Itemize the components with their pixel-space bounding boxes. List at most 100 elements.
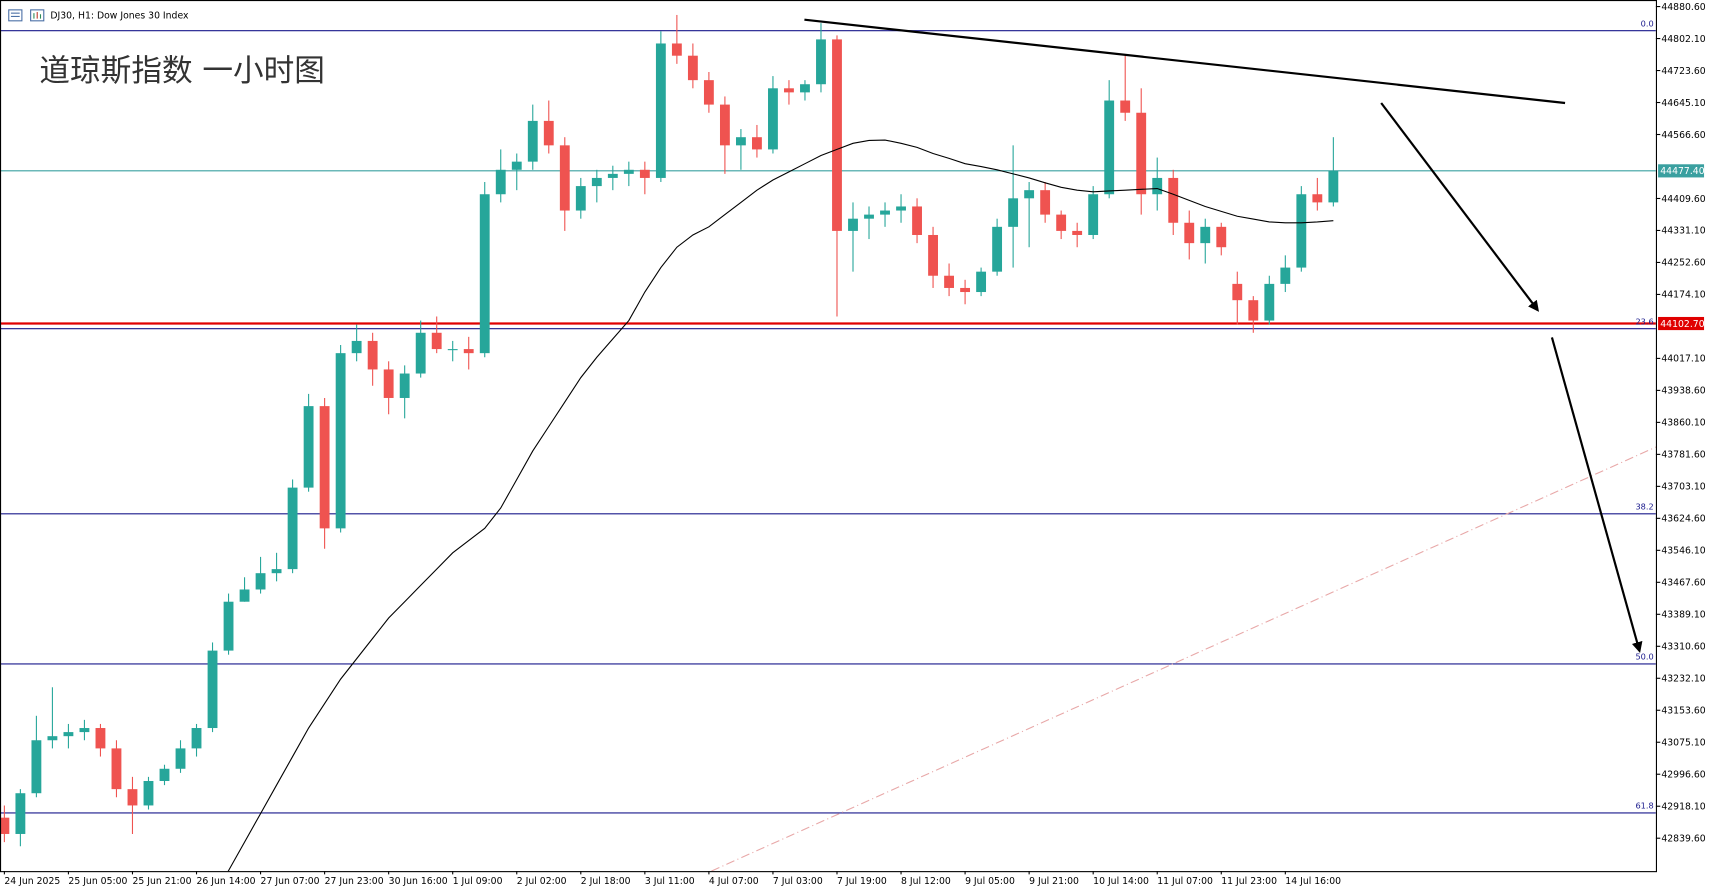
annotation: 道琼斯指数 一小时图 [39,54,324,89]
candle-body [1264,283,1275,321]
candle-body [639,169,650,178]
price-tag [1658,316,1705,331]
candle-body [0,817,10,834]
candle-body [1136,112,1147,195]
fib-label: 61.8 [1635,801,1653,811]
x-tick-label: 2 Jul 02:00 [517,876,567,887]
candle-body [1024,190,1035,199]
y-tick-label: 43075.10 [1661,738,1705,749]
x-tick-label: 27 Jun 07:00 [261,876,320,887]
candle-body [719,104,730,146]
x-tick-label: 11 Jul 23:00 [1221,876,1277,887]
y-tick-label: 44566.60 [1661,130,1705,141]
candle-body [239,589,250,602]
candle-body [207,650,218,729]
candle-body [1184,222,1195,244]
y-tick-label: 43546.10 [1661,546,1705,557]
candle-body [399,373,410,398]
x-tick-label: 9 Jul 21:00 [1029,876,1079,887]
candle-body [159,768,170,781]
y-tick-label: 43389.10 [1661,610,1705,621]
x-tick-label: 10 Jul 14:00 [1093,876,1149,887]
x-tick-label: 1 Jul 09:00 [453,876,503,887]
y-tick-label: 44409.60 [1661,194,1705,205]
candle-body [671,43,682,56]
x-tick-label: 4 Jul 07:00 [709,876,759,887]
y-tick-label: 42839.60 [1661,833,1705,844]
candle-body [1280,267,1291,284]
candle-body [511,161,522,170]
y-tick-label: 43467.60 [1661,578,1705,589]
candle-body [335,353,346,529]
candle-body [607,173,618,178]
candle-body [47,736,58,741]
icon [8,9,23,22]
candle-body [768,88,778,150]
y-tick-label: 43860.10 [1661,418,1705,429]
candle-body [543,120,554,146]
candle-body [351,340,362,354]
x-tick-label: 25 Jun 21:00 [132,876,191,887]
moving-average [227,139,1334,872]
candle-body [31,740,42,794]
candle-body [575,186,586,211]
y-tick-label: 44252.60 [1661,258,1705,269]
x-tick-label: 8 Jul 12:00 [901,876,951,887]
fib-label: 50.0 [1635,652,1653,662]
candle-body [800,84,810,93]
candle-body [848,218,858,231]
y-tick-label: 43703.10 [1661,482,1705,493]
candle-body [527,120,538,162]
candle-body [976,271,987,293]
candle-body [703,80,714,105]
plot-frame [0,0,1657,873]
y-tick-label: 44880.60 [1661,2,1705,13]
candle-body [223,601,234,651]
candle-body [752,137,762,150]
candle-body [463,349,474,354]
price-tag-label: 44102.70 [1660,319,1704,330]
plot-area [0,14,1656,872]
candle-body [415,332,426,374]
drawings [711,18,1656,872]
candle-body [864,214,874,219]
candle-body [1120,100,1131,113]
candle-body [1008,198,1019,227]
candle-body [1104,100,1115,195]
arrow [1550,337,1643,653]
candle-body [655,43,666,178]
candle-body [1200,226,1211,244]
candle-body [79,728,90,733]
y-tick-label: 43781.60 [1661,450,1705,461]
candle-body [944,275,954,288]
y-tick-label: 44174.10 [1661,290,1705,301]
candle-body [479,194,490,354]
candle-body [447,349,458,351]
x-tick-label: 7 Jul 03:00 [773,876,823,887]
candle-body [127,789,138,806]
y-tick-label: 44017.10 [1661,354,1705,365]
candle-body [1088,194,1099,235]
candle-body [287,487,298,570]
x-tick-label: 11 Jul 07:00 [1157,876,1213,887]
chart-title: DJ30, H1: Dow Jones 30 Index [50,11,189,22]
candle-body [735,137,746,146]
candle-body [687,55,698,81]
header-icons [8,9,45,22]
candle-body [15,793,26,834]
candle-body [912,206,922,235]
candle-body [495,169,506,195]
x-tick-label: 27 Jun 23:00 [325,876,384,887]
candle-body [1312,194,1323,203]
x-tick-label: 24 Jun 2025 [4,876,60,887]
candle-body [143,780,154,806]
candle-body [271,569,282,574]
candle-body [832,39,842,231]
candle-body [591,177,602,187]
candle-body [1328,170,1339,203]
candle-body [992,226,1003,272]
candle-body [1296,194,1307,268]
